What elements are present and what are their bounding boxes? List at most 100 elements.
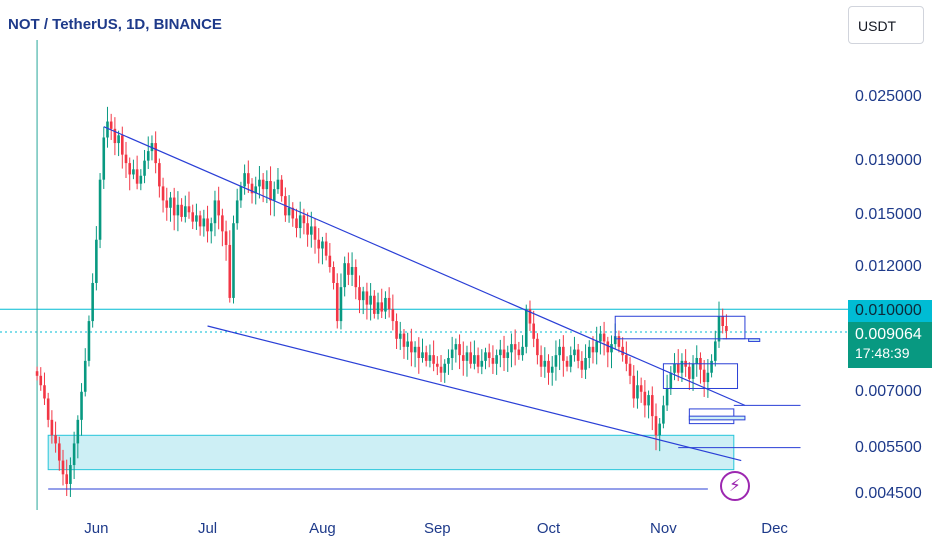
candle-body [343, 263, 346, 288]
candle-body [250, 183, 254, 194]
candle [576, 343, 580, 369]
candle [146, 136, 150, 169]
candle [417, 337, 421, 374]
candle [543, 347, 547, 378]
y-tick-label: 0.025000 [855, 88, 922, 106]
candle [465, 345, 469, 377]
candle [187, 191, 191, 219]
candle [673, 353, 676, 381]
candle-body [206, 218, 209, 232]
candle [565, 356, 569, 372]
candle [436, 356, 439, 376]
candle-body [625, 355, 628, 364]
candle [154, 131, 157, 174]
candle [172, 187, 176, 231]
candle [365, 282, 369, 320]
candle [702, 360, 706, 397]
candle [69, 457, 72, 497]
candle [536, 333, 539, 365]
candle-body [50, 419, 54, 436]
candle-body [298, 215, 302, 229]
candle [158, 158, 161, 198]
candle-body [132, 169, 135, 175]
candle [458, 334, 461, 370]
candle-body [172, 197, 176, 216]
candle [517, 341, 521, 360]
candle-body [80, 391, 83, 420]
candle [506, 345, 510, 372]
candle-body [54, 435, 57, 444]
x-tick-label: Dec [761, 520, 788, 537]
x-tick-label: Aug [309, 520, 336, 537]
last-price-badge: 0.009064 17:48:39 [848, 322, 932, 368]
candle-body [339, 287, 343, 322]
candle [569, 346, 573, 373]
candle-body [347, 263, 350, 275]
candle [321, 236, 324, 265]
candle-body [606, 341, 610, 353]
x-tick-label: Nov [650, 520, 677, 537]
lightning-icon[interactable]: ⚡ [720, 471, 750, 501]
candle [558, 339, 561, 371]
candle [373, 290, 376, 319]
candle [269, 166, 272, 216]
candle-body [591, 346, 595, 353]
candle [606, 336, 610, 368]
candle [384, 291, 387, 319]
candle-body [158, 163, 161, 187]
candle [610, 335, 613, 369]
candle [669, 366, 673, 395]
x-tick-label: Jul [197, 520, 218, 537]
candle [395, 313, 398, 349]
candle [109, 113, 113, 140]
y-tick-label: 0.012000 [855, 258, 922, 276]
candle-body [691, 363, 695, 379]
candle [654, 403, 658, 451]
candle [335, 273, 339, 329]
candle [636, 370, 639, 409]
candle-body [276, 179, 280, 190]
candle-body [702, 369, 706, 383]
candle-body [443, 363, 447, 373]
candle-body [269, 181, 272, 201]
candle-body [76, 419, 80, 444]
y-tick-label: 0.005500 [855, 438, 922, 456]
candle [302, 208, 306, 235]
candle-body [428, 355, 432, 361]
candle-body [128, 163, 132, 175]
candle-body [398, 333, 402, 339]
candle-body [358, 287, 361, 301]
candle-body [165, 200, 169, 208]
candle-body [636, 385, 639, 399]
candle-body [98, 179, 102, 240]
candle-body [517, 349, 521, 356]
candle-body [335, 282, 339, 322]
currency-selector[interactable]: USDT [848, 6, 924, 44]
demand-zone [47, 434, 735, 471]
candle [580, 351, 584, 379]
candle-body [221, 215, 224, 232]
candle [432, 340, 435, 372]
candle [98, 173, 102, 249]
candle-body [562, 346, 565, 361]
candle [532, 310, 535, 348]
candle-body [669, 372, 673, 389]
candle [113, 117, 117, 156]
candle [599, 325, 602, 355]
candle-body [380, 302, 384, 312]
range-markers [48, 315, 801, 490]
candle-body [632, 375, 636, 399]
candle [658, 418, 661, 452]
y-tick-label: 0.019000 [855, 151, 922, 169]
candle-body [499, 349, 502, 356]
x-tick-label: Sep [423, 520, 451, 537]
candle [195, 203, 198, 230]
candle [402, 329, 406, 359]
candle-body [421, 352, 424, 358]
candle-body [143, 160, 146, 176]
candle [287, 195, 291, 223]
candle-body [106, 121, 109, 138]
candle-body [213, 200, 217, 224]
candle-body [232, 223, 235, 298]
